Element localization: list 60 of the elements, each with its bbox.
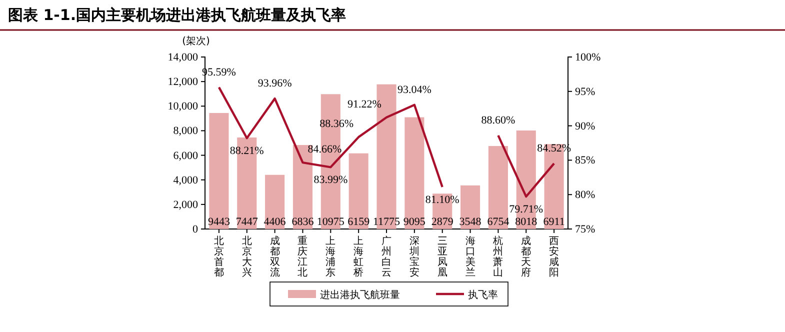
- x-tick-label: 杭州萧山: [492, 235, 504, 278]
- data-label: 9095: [403, 216, 426, 228]
- data-label: 88.60%: [481, 114, 516, 126]
- legend-label: 进出港执飞航班量: [320, 289, 400, 301]
- y2-tick-label: 85%: [575, 154, 596, 167]
- x-tick-label: 三亚凤凰: [437, 236, 448, 278]
- y-tick-label: 4,000: [173, 174, 198, 186]
- data-label: 81.10%: [425, 194, 460, 206]
- x-tick-label: 重庆江北: [298, 235, 308, 278]
- bar: [488, 146, 508, 229]
- x-tick-label: 上海浦东: [326, 235, 336, 278]
- chart-title: 图表 1-1.国内主要机场进出港执飞航班量及执飞率: [8, 6, 346, 24]
- y-axis-title: (架次): [182, 35, 210, 47]
- x-tick-label: 成都天府: [521, 235, 532, 278]
- x-tick-label: 海口美兰: [465, 235, 476, 278]
- data-label: 93.96%: [258, 78, 292, 90]
- bar: [460, 185, 480, 229]
- x-tick-label: 上海虹桥: [352, 235, 364, 278]
- data-label: 88.36%: [320, 118, 354, 130]
- data-label: 7447: [236, 216, 258, 228]
- y-tick-label: 12,000: [168, 76, 198, 88]
- y2-tick-label: 95%: [575, 86, 596, 98]
- y-tick-label: 8,000: [173, 125, 198, 138]
- y-tick-label: 0: [192, 224, 198, 236]
- y2-tick-label: 100%: [575, 52, 601, 64]
- data-label: 3548: [459, 216, 482, 228]
- data-label: 6836: [292, 216, 314, 228]
- data-label: 88.21%: [230, 145, 264, 158]
- y2-tick-label: 80%: [575, 189, 596, 202]
- x-tick-label: 深圳宝安: [408, 235, 420, 278]
- data-label: 10975: [316, 216, 345, 228]
- bar: [404, 117, 424, 229]
- x-tick-label: 西安咸阳: [549, 236, 560, 278]
- y-tick-label: 2,000: [173, 198, 198, 211]
- legend-label: 执飞率: [468, 289, 498, 301]
- data-label: 11775: [372, 216, 401, 228]
- y2-tick-label: 90%: [575, 120, 596, 132]
- data-label: 83.99%: [314, 174, 348, 186]
- data-label: 79.71%: [509, 204, 544, 216]
- bar: [209, 112, 229, 229]
- data-label: 91.22%: [348, 98, 382, 110]
- data-label: 2879: [431, 216, 454, 228]
- x-tick-label: 北京大兴: [242, 235, 252, 278]
- data-label: 4406: [264, 216, 286, 228]
- data-label: 93.04%: [397, 84, 432, 96]
- x-tick-label: 北京首都: [214, 235, 224, 278]
- data-label: 6754: [487, 216, 510, 228]
- bar: [265, 174, 285, 229]
- data-label: 6911: [543, 216, 565, 228]
- y2-tick-label: 75%: [575, 224, 596, 236]
- bar: [348, 153, 368, 229]
- y-tick-label: 6,000: [173, 150, 198, 162]
- x-tick-label: 广州白云: [382, 235, 392, 278]
- y-tick-label: 10,000: [168, 100, 198, 113]
- x-tick-label: 成都双流: [270, 235, 280, 278]
- data-label: 8018: [515, 216, 538, 228]
- data-label: 6159: [348, 216, 370, 228]
- data-label: 9443: [208, 216, 230, 228]
- y-tick-label: 14,000: [168, 52, 198, 64]
- data-label: 84.66%: [308, 144, 342, 156]
